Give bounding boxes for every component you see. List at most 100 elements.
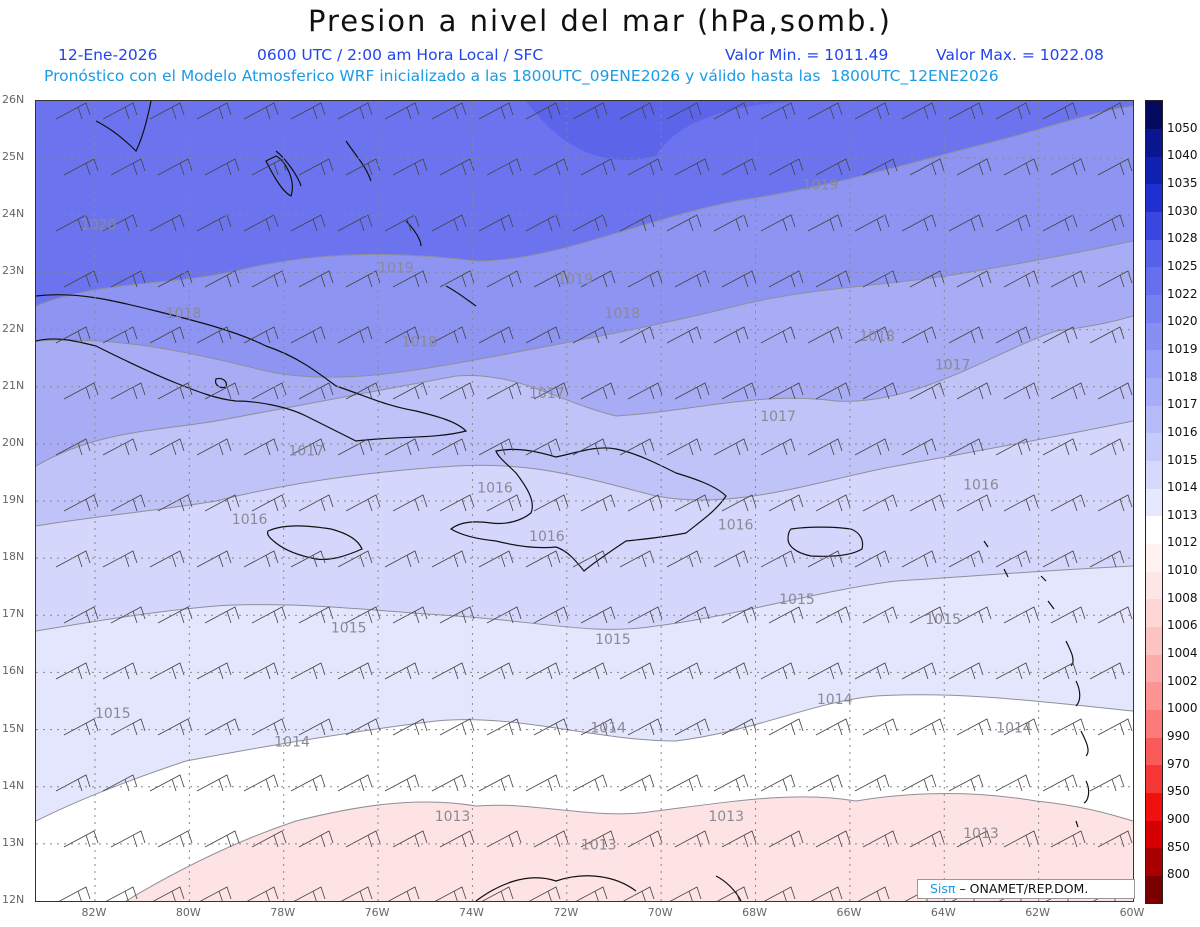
colorbar-level-label: 800 xyxy=(1167,867,1190,882)
wind-barb xyxy=(431,326,467,344)
wind-barb xyxy=(909,830,945,848)
lat-label: 16N xyxy=(2,664,25,678)
wind-barb xyxy=(713,550,749,568)
wind-barb xyxy=(110,158,146,176)
wind-barb xyxy=(815,158,851,176)
lat-label: 25N xyxy=(2,150,25,164)
wind-barb xyxy=(243,550,279,568)
wind-barb xyxy=(525,102,561,120)
wind-barb xyxy=(251,382,287,400)
wind-barb xyxy=(102,438,138,456)
wind-barb xyxy=(862,830,898,848)
wind-barb xyxy=(760,438,796,456)
lon-label: 76W xyxy=(364,906,390,919)
wind-barb xyxy=(862,494,898,512)
wind-barb xyxy=(721,830,757,848)
wind-barb xyxy=(196,102,232,120)
colorbar xyxy=(1145,100,1163,904)
colorbar-segment xyxy=(1146,101,1162,130)
wind-barb xyxy=(481,886,514,901)
wind-barb xyxy=(948,102,984,120)
wind-barb xyxy=(439,606,475,624)
wind-barb xyxy=(384,662,420,680)
wind-barb xyxy=(1097,270,1133,288)
contour-label: 1018 xyxy=(402,335,438,351)
wind-barb xyxy=(157,494,193,512)
wind-barb xyxy=(1042,102,1078,120)
wind-barb xyxy=(580,830,616,848)
wind-barb xyxy=(439,158,475,176)
sis-logo-text: Sisπ xyxy=(930,881,956,896)
wind-barb xyxy=(251,270,287,288)
wind-barb xyxy=(55,550,91,568)
colorbar-level-label: 1012 xyxy=(1167,535,1198,550)
wind-barb xyxy=(580,606,616,624)
wind-barb xyxy=(387,886,420,901)
colorbar-level-label: 1022 xyxy=(1167,286,1198,301)
wind-barb xyxy=(196,438,232,456)
wind-barb xyxy=(525,326,561,344)
colorbar-segment xyxy=(1146,294,1162,323)
wind-barb xyxy=(243,326,279,344)
colorbar-level-label: 1018 xyxy=(1167,369,1198,384)
wind-barb xyxy=(290,102,326,120)
contour-label: 1016 xyxy=(529,529,565,545)
wind-barb xyxy=(901,326,937,344)
wind-barb xyxy=(1089,326,1125,344)
wind-barb xyxy=(580,382,616,400)
wind-barb xyxy=(243,662,279,680)
wind-barb xyxy=(807,214,843,232)
onamet-label: – ONAMET/REP.DOM. xyxy=(959,881,1089,896)
wind-barb xyxy=(666,774,702,792)
wind-barb xyxy=(345,382,381,400)
lon-label: 60W xyxy=(1119,906,1145,919)
wind-barb xyxy=(995,550,1031,568)
colorbar-segment xyxy=(1146,764,1162,793)
wind-barb xyxy=(721,718,757,736)
wind-barb xyxy=(674,158,710,176)
contour-label: 1013 xyxy=(435,809,471,825)
colorbar-segment xyxy=(1146,709,1162,738)
wind-barb xyxy=(807,550,843,568)
wind-barb xyxy=(431,662,467,680)
wind-barb xyxy=(525,662,561,680)
wind-barb xyxy=(666,214,702,232)
wind-barb xyxy=(619,774,655,792)
wind-barb xyxy=(1050,606,1086,624)
colorbar-segment xyxy=(1146,349,1162,379)
wind-barb xyxy=(337,774,373,792)
wind-barb xyxy=(290,774,326,792)
wind-barb xyxy=(102,326,138,344)
wind-barb xyxy=(1003,270,1039,288)
wind-barb xyxy=(58,886,91,901)
wind-barb xyxy=(102,102,138,120)
wind-barb xyxy=(713,662,749,680)
contour-label: 1019 xyxy=(803,178,839,194)
wind-barb xyxy=(439,830,475,848)
lon-label: 62W xyxy=(1025,906,1051,919)
wind-barb xyxy=(392,270,428,288)
wind-barb xyxy=(157,158,193,176)
wind-barb xyxy=(337,326,373,344)
lon-label: 70W xyxy=(647,906,673,919)
wind-barb xyxy=(862,158,898,176)
wind-barb xyxy=(768,158,804,176)
wind-barb xyxy=(760,774,796,792)
wind-barb xyxy=(909,158,945,176)
bahamas-abaco xyxy=(275,150,302,187)
contour-label: 1013 xyxy=(581,838,617,854)
wind-barb xyxy=(431,550,467,568)
wind-barb xyxy=(337,102,373,120)
lat-label: 17N xyxy=(2,607,25,621)
wind-barb xyxy=(1050,830,1086,848)
wind-barb xyxy=(815,718,851,736)
wind-barb xyxy=(674,830,710,848)
wind-barb xyxy=(854,550,890,568)
wind-barb xyxy=(995,438,1031,456)
wind-barb xyxy=(862,270,898,288)
colorbar-level-label: 850 xyxy=(1167,839,1190,854)
colorbar-level-label: 1040 xyxy=(1167,148,1198,163)
wind-barb xyxy=(55,326,91,344)
colorbar-segment xyxy=(1146,515,1162,544)
lesser-antilles xyxy=(983,540,1090,828)
